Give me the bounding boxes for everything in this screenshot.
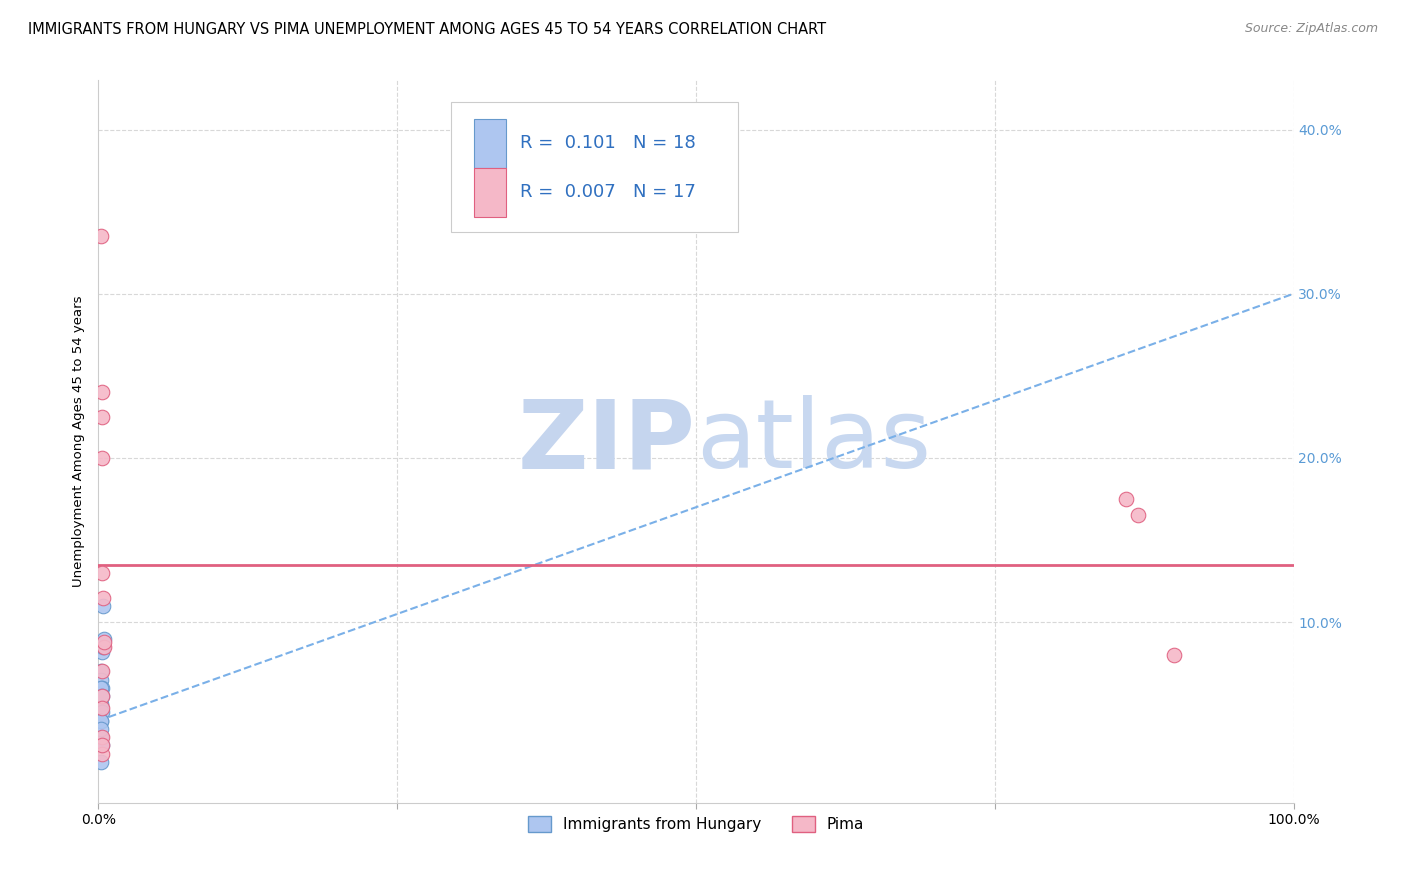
Point (91, 689, 114, 703)
Point (1128, 508, 1150, 523)
FancyBboxPatch shape (474, 120, 506, 168)
Point (1163, 648, 1185, 662)
Text: atlas: atlas (696, 395, 931, 488)
Point (90, 730, 112, 744)
Y-axis label: Unemployment Among Ages 45 to 54 years: Unemployment Among Ages 45 to 54 years (72, 296, 84, 587)
Point (90, 722, 112, 736)
Point (90, 714, 112, 728)
Point (91, 640, 114, 654)
Legend: Immigrants from Hungary, Pima: Immigrants from Hungary, Pima (522, 810, 870, 838)
Text: R =  0.101   N = 18: R = 0.101 N = 18 (520, 134, 696, 153)
FancyBboxPatch shape (474, 169, 506, 217)
Point (91, 409, 114, 424)
Point (91, 706, 114, 720)
Point (90, 681, 112, 695)
Text: R =  0.007   N = 17: R = 0.007 N = 17 (520, 183, 696, 201)
Point (91, 566, 114, 580)
Point (93, 632, 115, 646)
Point (90, 673, 112, 687)
Point (90, 714, 112, 728)
Point (90, 665, 112, 679)
Point (91, 689, 114, 703)
Point (91, 681, 114, 695)
Point (91, 591, 114, 605)
Point (93, 640, 115, 654)
Text: IMMIGRANTS FROM HUNGARY VS PIMA UNEMPLOYMENT AMONG AGES 45 TO 54 YEARS CORRELATI: IMMIGRANTS FROM HUNGARY VS PIMA UNEMPLOY… (28, 22, 827, 37)
Point (91, 665, 114, 679)
Point (91, 599, 114, 613)
Point (90, 229, 112, 244)
Point (90, 689, 112, 703)
Text: ZIP: ZIP (517, 395, 696, 488)
Point (91, 385, 114, 400)
Point (1115, 491, 1137, 506)
Point (91, 730, 114, 744)
Point (91, 739, 114, 753)
Text: Source: ZipAtlas.com: Source: ZipAtlas.com (1244, 22, 1378, 36)
Point (93, 635, 115, 649)
Point (90, 698, 112, 712)
Point (91, 747, 114, 761)
Point (91, 450, 114, 465)
Point (91, 700, 114, 714)
Point (91, 739, 114, 753)
Point (90, 755, 112, 769)
FancyBboxPatch shape (451, 102, 738, 232)
Point (91, 645, 114, 659)
